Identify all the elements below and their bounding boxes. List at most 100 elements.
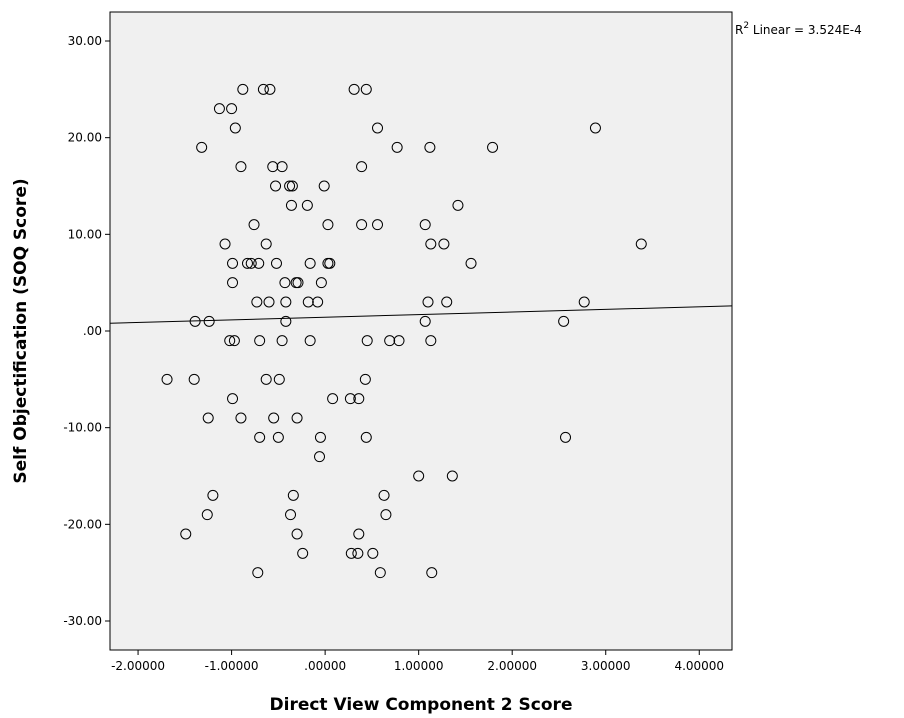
y-tick-label: -30.00 [63,614,102,628]
data-point [263,296,275,308]
data-point [302,296,314,308]
data-point [304,257,316,269]
data-point [312,296,324,308]
data-point [227,257,239,269]
data-point [344,393,356,405]
data-point [270,257,282,269]
data-point [360,431,372,443]
data-point [380,509,392,521]
data-point [635,238,647,250]
data-point [291,528,303,540]
data-point [315,277,327,289]
data-point [180,528,192,540]
data-point [260,238,272,250]
data-points [161,83,647,579]
data-point [285,199,297,211]
data-point [235,412,247,424]
data-point [360,83,372,95]
data-point [291,412,303,424]
data-point [189,315,201,327]
data-point [286,180,298,192]
x-tick-label: -2.00000 [111,659,165,673]
data-point [273,373,285,385]
data-point [314,431,326,443]
data-point [378,489,390,501]
data-point [254,431,266,443]
data-point [372,219,384,231]
data-point [589,122,601,134]
data-point [425,335,437,347]
x-tick-label: 2.00000 [487,659,537,673]
x-tick-label: 3.00000 [581,659,631,673]
data-point [268,412,280,424]
data-point [241,257,253,269]
data-point [322,219,334,231]
y-tick-label: 30.00 [68,34,102,48]
data-point [367,547,379,559]
data-point [426,567,438,579]
data-point [345,547,357,559]
data-point [219,238,231,250]
data-point [465,257,477,269]
data-point [276,335,288,347]
data-point [304,335,316,347]
data-point [227,277,239,289]
y-tick-label: 20.00 [68,131,102,145]
y-axis-title: Self Objectification (SOQ Score) [11,178,31,483]
data-point [229,122,241,134]
plot-area [109,11,733,651]
data-point [413,470,425,482]
data-point [257,83,269,95]
data-point [254,335,266,347]
data-point [264,83,276,95]
data-point [356,219,368,231]
data-point [279,277,291,289]
y-tick-label: .00 [83,324,102,338]
data-point [188,373,200,385]
data-point [235,161,247,173]
data-point [276,161,288,173]
data-point [318,180,330,192]
axis-ticks: 30.00 20.00 10.00 .00 -10.00 -20.00 -30.00 -2.0… [63,34,724,673]
data-point [280,315,292,327]
x-tick-label: .00000 [304,659,346,673]
data-point [272,431,284,443]
data-point [441,296,453,308]
data-point [359,373,371,385]
data-point [280,296,292,308]
data-point [224,335,236,347]
data-point [352,547,364,559]
data-point [422,296,434,308]
data-point [487,141,499,153]
data-point [252,567,264,579]
y-tick-label: -10.00 [63,421,102,435]
data-point [237,83,249,95]
data-point [361,335,373,347]
data-point [419,315,431,327]
x-tick-label: 4.00000 [674,659,724,673]
y-tick-label: -20.00 [63,517,102,531]
data-point [452,199,464,211]
data-point [161,373,173,385]
y-tick-label: 10.00 [68,227,102,241]
data-point [391,141,403,153]
data-point [446,470,458,482]
data-point [560,431,572,443]
data-point [353,528,365,540]
data-point [372,122,384,134]
data-point [285,509,297,521]
data-point [438,238,450,250]
data-point [424,141,436,153]
data-point [227,393,239,405]
data-point [301,199,313,211]
data-point [260,373,272,385]
data-point [324,257,336,269]
data-point [353,393,365,405]
data-point [270,180,282,192]
data-point [327,393,339,405]
data-point [251,296,263,308]
data-point [207,489,219,501]
data-point [245,257,257,269]
data-point [297,547,309,559]
